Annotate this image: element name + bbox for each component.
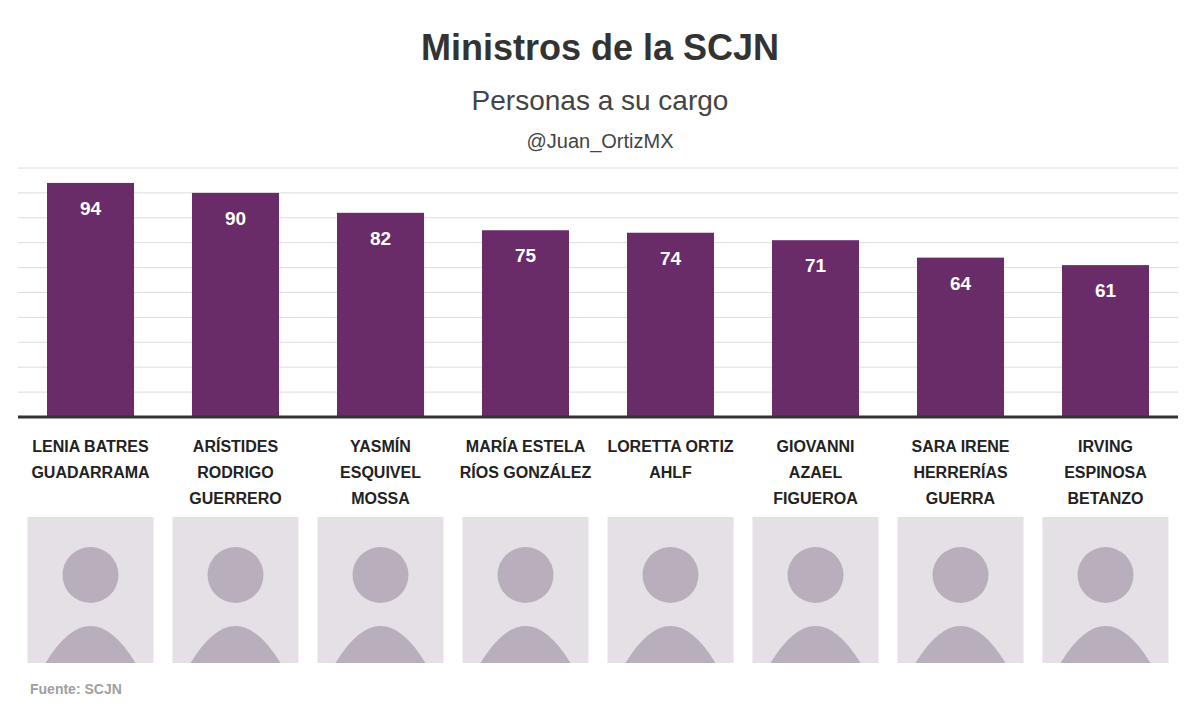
category-label: ARÍSTIDES RODRIGO GUERRERO [189, 437, 281, 507]
data-label: 90 [225, 208, 246, 229]
photo-head [353, 547, 409, 603]
photo-head [933, 547, 989, 603]
photo-head [63, 547, 119, 603]
photo-placeholder [608, 517, 734, 663]
category-line: GUERRERO [189, 490, 281, 507]
category-line: GUERRA [926, 490, 996, 507]
category-line: SARA IRENE [911, 438, 1009, 455]
photo-placeholder [28, 517, 154, 663]
category-label: SARA IRENE HERRERÍAS GUERRA [911, 438, 1009, 507]
photo-frame [608, 517, 734, 663]
data-label: 75 [515, 245, 537, 266]
photo-body [191, 626, 281, 663]
bar [192, 193, 279, 417]
photo-frame [1043, 517, 1169, 663]
category-label: YASMÍN ESQUIVEL MOSSA [340, 437, 421, 507]
bar [482, 230, 569, 417]
category-line: RÍOS GONZÁLEZ [460, 463, 592, 481]
category-label: MARÍA ESTELA RÍOS GONZÁLEZ [460, 437, 592, 481]
photo-head [788, 547, 844, 603]
photo-frame [463, 517, 589, 663]
bars [47, 183, 1149, 417]
bar [917, 258, 1004, 417]
photo-placeholder [318, 517, 444, 663]
photo-body [46, 626, 136, 663]
category-label: LORETTA ORTIZ AHLF [607, 438, 733, 481]
category-label: IRVING ESPINOSA BETANZO [1064, 438, 1147, 507]
photo-placeholder [753, 517, 879, 663]
source: Fuente: SCJN [30, 681, 122, 697]
category-line: ESQUIVEL [340, 464, 421, 481]
photo-head [208, 547, 264, 603]
category-line: MOSSA [351, 490, 410, 507]
bar [337, 213, 424, 417]
category-label: LENIA BATRES GUADARRAMA [31, 438, 150, 481]
photo-frame [28, 517, 154, 663]
category-line: HERRERÍAS [913, 463, 1008, 481]
photo-head [1078, 547, 1134, 603]
photo-frame [753, 517, 879, 663]
photo-body [916, 626, 1006, 663]
photo-frame [898, 517, 1024, 663]
category-line: MARÍA ESTELA [466, 437, 586, 455]
category-line: AZAEL [789, 464, 843, 481]
category-line: LORETTA ORTIZ [607, 438, 733, 455]
data-label: 94 [80, 198, 102, 219]
photo-body [1061, 626, 1151, 663]
photo-placeholder [1043, 517, 1169, 663]
data-label: 64 [950, 273, 972, 294]
category-line: ARÍSTIDES [193, 437, 279, 455]
bar [1062, 265, 1149, 417]
photo-body [336, 626, 426, 663]
photo-placeholder [898, 517, 1024, 663]
photo-frame [318, 517, 444, 663]
data-label: 61 [1095, 280, 1117, 301]
category-line: AHLF [649, 464, 692, 481]
grid-line [18, 417, 1178, 418]
category-line: IRVING [1078, 438, 1133, 455]
title: Ministros de la SCJN [421, 27, 779, 68]
photo-body [626, 626, 716, 663]
handle: @Juan_OrtizMX [526, 130, 673, 153]
photo-head [643, 547, 699, 603]
subtitle: Personas a su cargo [472, 85, 729, 116]
photo-placeholder [173, 517, 299, 663]
photo-head [498, 547, 554, 603]
category-line: LENIA BATRES [32, 438, 149, 455]
photo-frame [173, 517, 299, 663]
grid-line [18, 168, 1178, 169]
bar [772, 240, 859, 417]
data-label: 71 [805, 255, 827, 276]
x-axis [18, 416, 1178, 419]
chart: Ministros de la SCJN Personas a su cargo @… [0, 0, 1200, 706]
category-line: RODRIGO [197, 464, 273, 481]
data-label: 82 [370, 228, 391, 249]
category-line: YASMÍN [350, 437, 411, 455]
category-label: GIOVANNI AZAEL FIGUEROA [773, 438, 858, 507]
category-line: GIOVANNI [777, 438, 855, 455]
bar [47, 183, 134, 417]
category-line: ESPINOSA [1064, 464, 1147, 481]
grid [18, 168, 1178, 417]
photo-body [481, 626, 571, 663]
category-line: GUADARRAMA [31, 464, 150, 481]
data-label: 74 [660, 248, 682, 269]
category-line: BETANZO [1067, 490, 1143, 507]
photo-placeholder [463, 517, 589, 663]
photo-body [771, 626, 861, 663]
bar [627, 233, 714, 417]
category-line: FIGUEROA [773, 490, 858, 507]
